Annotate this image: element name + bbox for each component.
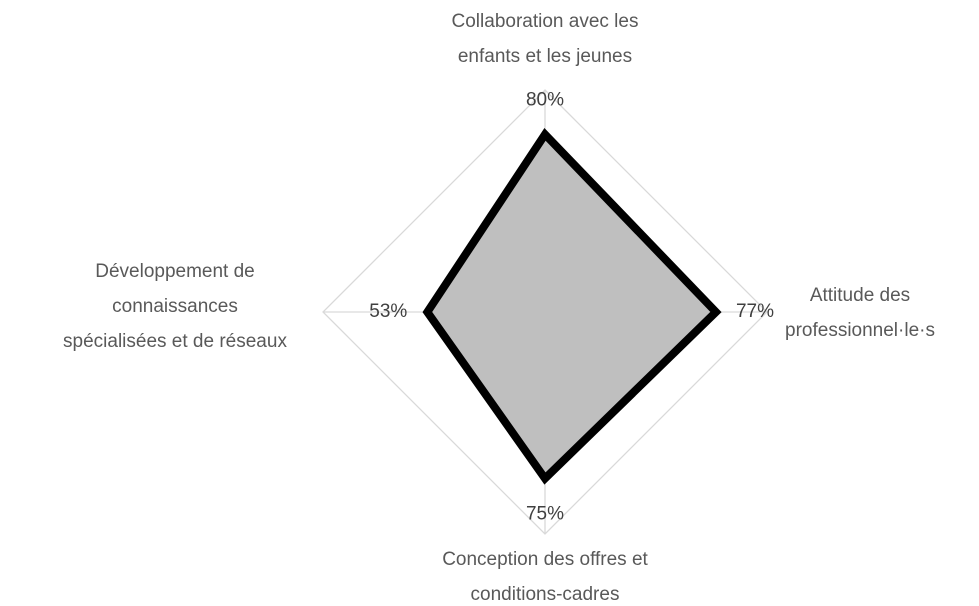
category-label: Collaboration avec les enfants et les je…	[451, 11, 639, 67]
value-label: 53%	[369, 301, 407, 322]
radar-area	[422, 128, 722, 485]
value-label: 80%	[526, 89, 564, 110]
category-label: Développement de connaissances spécialis…	[63, 261, 287, 352]
value-label: 75%	[526, 504, 564, 525]
category-label: Conception des offres et conditions-cadr…	[442, 549, 648, 605]
category-label: Attitude des professionnel·le·s	[785, 285, 935, 341]
value-label: 77%	[736, 301, 774, 322]
